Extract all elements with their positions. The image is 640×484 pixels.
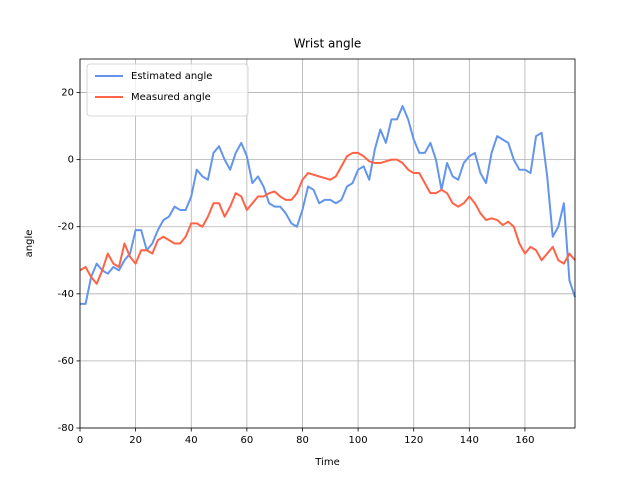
legend-label: Estimated angle: [131, 71, 212, 82]
y-axis-label: angle: [24, 230, 35, 258]
y-tick-label: 20: [61, 88, 74, 99]
x-tick-label: 140: [460, 435, 479, 446]
x-tick-label: 120: [404, 435, 423, 446]
x-tick-label: 80: [296, 435, 309, 446]
x-tick-label: 40: [185, 435, 198, 446]
data-line: [79, 151, 576, 285]
x-tick-label: 0: [77, 435, 83, 446]
legend-label: Measured angle: [131, 92, 211, 103]
y-tick-label: -40: [58, 289, 74, 300]
data-line: [80, 104, 576, 305]
x-tick-label: 160: [515, 435, 534, 446]
y-tick-label: -60: [58, 356, 74, 367]
x-tick-label: 100: [349, 435, 368, 446]
y-tick-label: -20: [58, 222, 74, 233]
x-tick-label: 20: [129, 435, 142, 446]
chart-title: Wrist angle: [294, 37, 362, 51]
x-axis-label: Time: [314, 457, 339, 468]
plot-frame: [79, 58, 576, 429]
y-tick-label: 0: [68, 155, 74, 166]
legend-box: [86, 63, 249, 117]
y-tick-label: -80: [58, 423, 74, 434]
x-tick-label: 60: [240, 435, 253, 446]
